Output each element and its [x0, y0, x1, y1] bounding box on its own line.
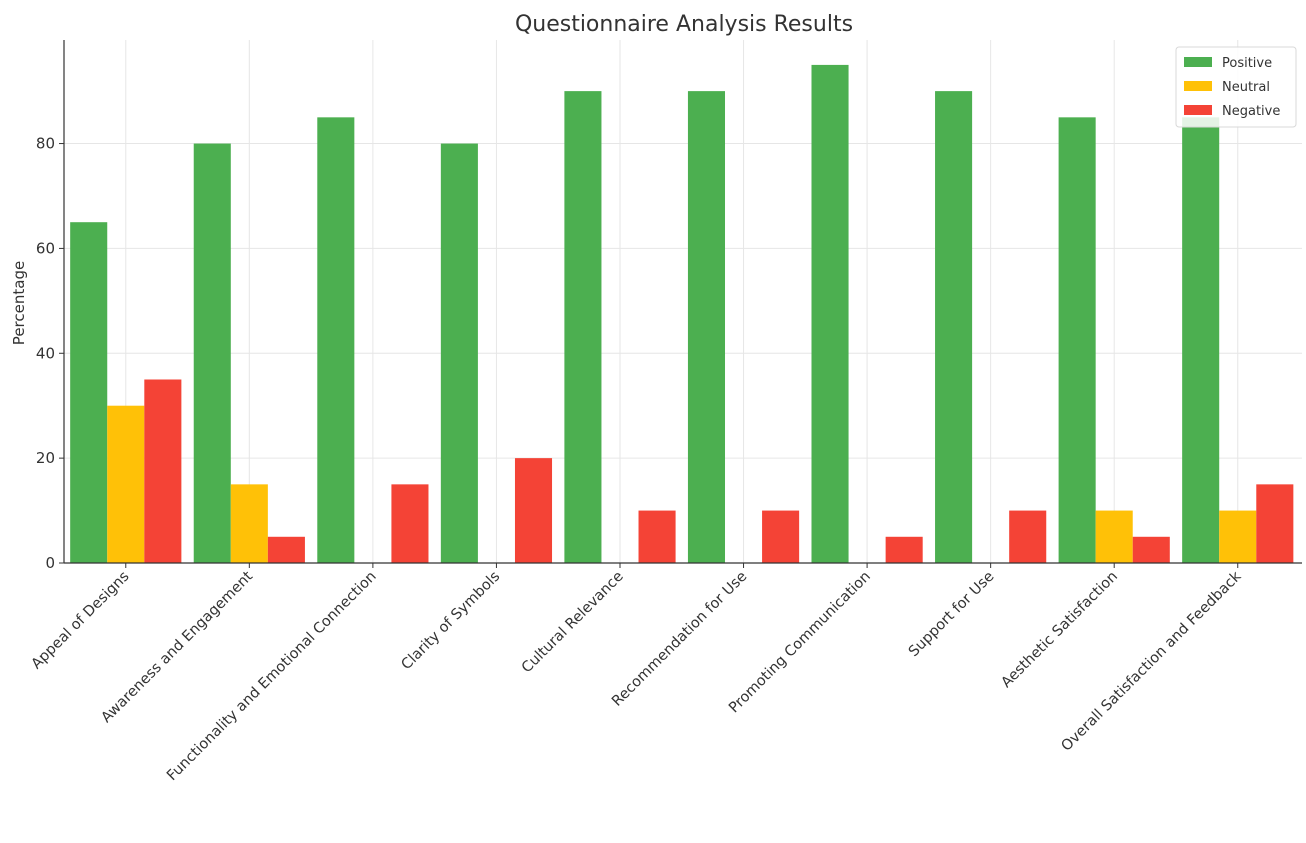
bar-positive	[440, 143, 478, 563]
bar-negative	[885, 536, 923, 563]
y-tick-label: 60	[36, 239, 55, 257]
bar-positive	[1058, 117, 1096, 563]
legend-swatch-negative	[1184, 105, 1212, 115]
legend-label-negative: Negative	[1222, 104, 1280, 119]
bar-neutral	[230, 484, 268, 563]
bars	[70, 64, 1294, 564]
x-tick-label: Appeal of Designs	[29, 569, 133, 673]
x-tick-label: Recommendation for Use	[609, 568, 750, 709]
bar-negative	[1009, 510, 1047, 563]
legend-label-neutral: Neutral	[1222, 80, 1270, 95]
x-tick-label: Awareness and Engagement	[99, 568, 257, 726]
bar-negative	[1256, 484, 1294, 563]
x-tick-label: Clarity of Symbols	[399, 569, 504, 674]
bar-negative	[1132, 536, 1170, 563]
chart-title: Questionnaire Analysis Results	[515, 12, 853, 37]
bar-negative	[267, 536, 305, 563]
y-tick-label: 40	[36, 344, 55, 362]
bar-positive	[1182, 117, 1220, 563]
y-tick-label: 0	[45, 554, 55, 572]
axes	[63, 40, 1302, 564]
gridlines	[64, 40, 1302, 564]
bar-positive	[70, 222, 108, 563]
y-tick-label: 80	[36, 135, 55, 153]
y-tick-label: 20	[36, 449, 55, 467]
bar-negative	[762, 510, 800, 563]
bar-positive	[687, 91, 726, 563]
bar-neutral	[1095, 510, 1133, 563]
bar-neutral	[107, 405, 145, 563]
x-tick-label: Functionality and Emotional Connection	[164, 569, 380, 785]
bar-positive	[193, 143, 231, 563]
x-tick-label: Cultural Relevance	[519, 568, 627, 676]
y-ticks: 0 20 40 60 80	[36, 135, 64, 572]
bar-positive	[317, 117, 355, 563]
bar-positive	[564, 91, 602, 563]
bar-negative	[144, 379, 182, 563]
y-axis-label: Percentage	[10, 261, 28, 345]
bar-negative	[391, 484, 429, 563]
bar-neutral	[1219, 510, 1257, 563]
x-tick-label: Promoting Communication	[726, 569, 874, 717]
bar-positive	[811, 64, 849, 564]
legend-label-positive: Positive	[1222, 56, 1272, 71]
legend-swatch-neutral	[1184, 81, 1212, 91]
bar-positive	[935, 91, 973, 563]
x-tick-label: Support for Use	[906, 568, 998, 660]
legend-swatch-positive	[1184, 57, 1212, 67]
bar-negative	[514, 458, 553, 563]
legend: Positive Neutral Negative	[1175, 46, 1297, 128]
bar-negative	[638, 510, 676, 563]
x-tick-label: Aesthetic Satisfaction	[998, 569, 1121, 692]
